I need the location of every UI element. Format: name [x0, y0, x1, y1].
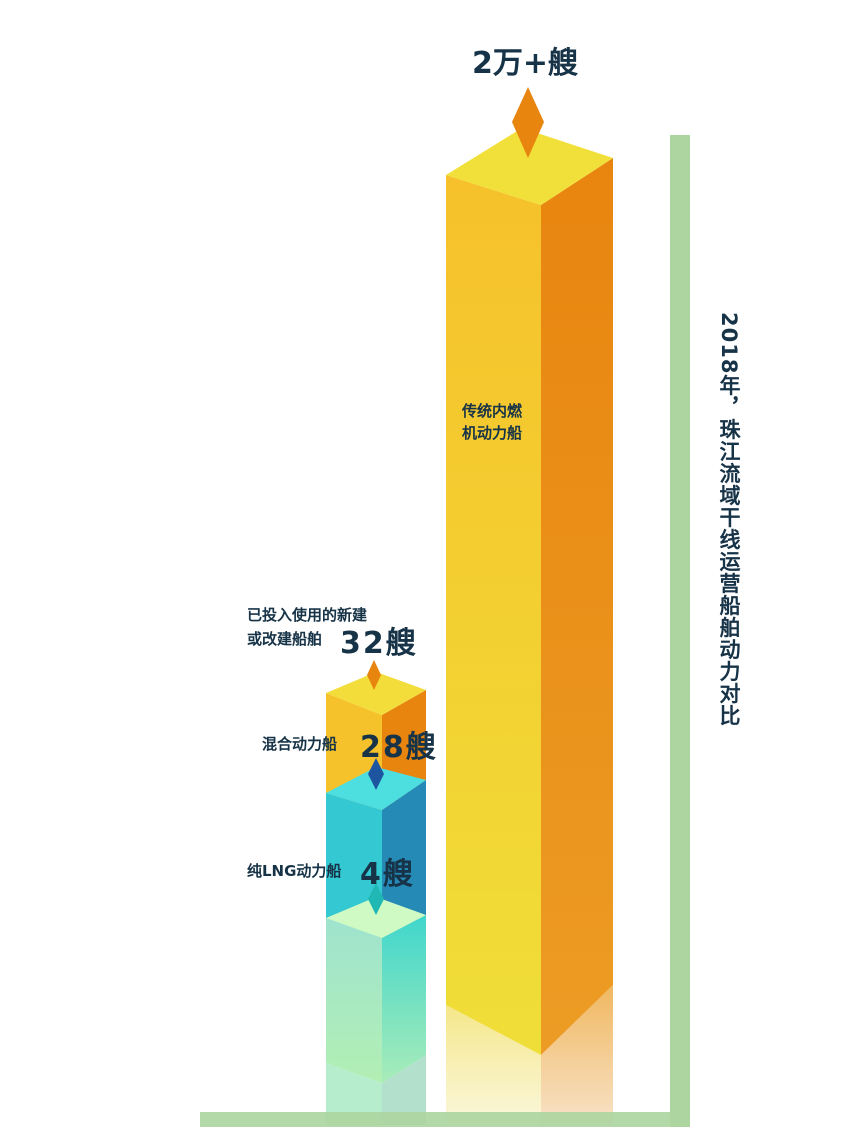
bar-base-top-face [326, 897, 426, 938]
value-label-total: 32艘 [340, 626, 418, 661]
category-label-traditional-1: 传统内燃 [462, 402, 523, 420]
value-label-traditional: 2万+艘 [472, 46, 579, 81]
chart-title: 2018年，珠江流域干线运营船舶动力对比 [717, 312, 741, 727]
axis-horizontal [200, 1112, 690, 1127]
bar-base-left-face [326, 918, 382, 1083]
bar-traditional [446, 87, 613, 1125]
value-label-hybrid: 28艘 [360, 730, 438, 765]
bar-lng-reflection-right [382, 1055, 426, 1125]
bar-traditional-left-face [446, 175, 541, 1055]
bar-stack [326, 660, 426, 1125]
axis-vertical [670, 135, 690, 1127]
group-label-line1: 已投入使用的新建 [247, 606, 368, 624]
bar-base-right-face [382, 915, 426, 1083]
diamond-marker-lng [368, 883, 384, 915]
bar-traditional-right-face [541, 158, 613, 1055]
bar-traditional-reflection-left [446, 1005, 541, 1125]
category-label-lng: 纯LNG动力船 [247, 862, 342, 880]
group-label-line2: 或改建船舶 [247, 630, 323, 648]
bar-lng-reflection-left [326, 1063, 382, 1125]
bar-traditional-top-face [446, 128, 613, 205]
diamond-marker-hybrid [368, 758, 384, 790]
value-label-lng: 4艘 [360, 857, 415, 892]
category-label-traditional-2: 机动力船 [462, 424, 523, 442]
bar-hybrid-top-face [326, 672, 426, 715]
bar-lng-right-face [382, 780, 426, 938]
diamond-marker-traditional [512, 87, 544, 158]
bar-traditional-reflection-right [541, 985, 613, 1125]
diamond-marker-total [367, 660, 381, 690]
category-label-hybrid: 混合动力船 [262, 735, 338, 753]
